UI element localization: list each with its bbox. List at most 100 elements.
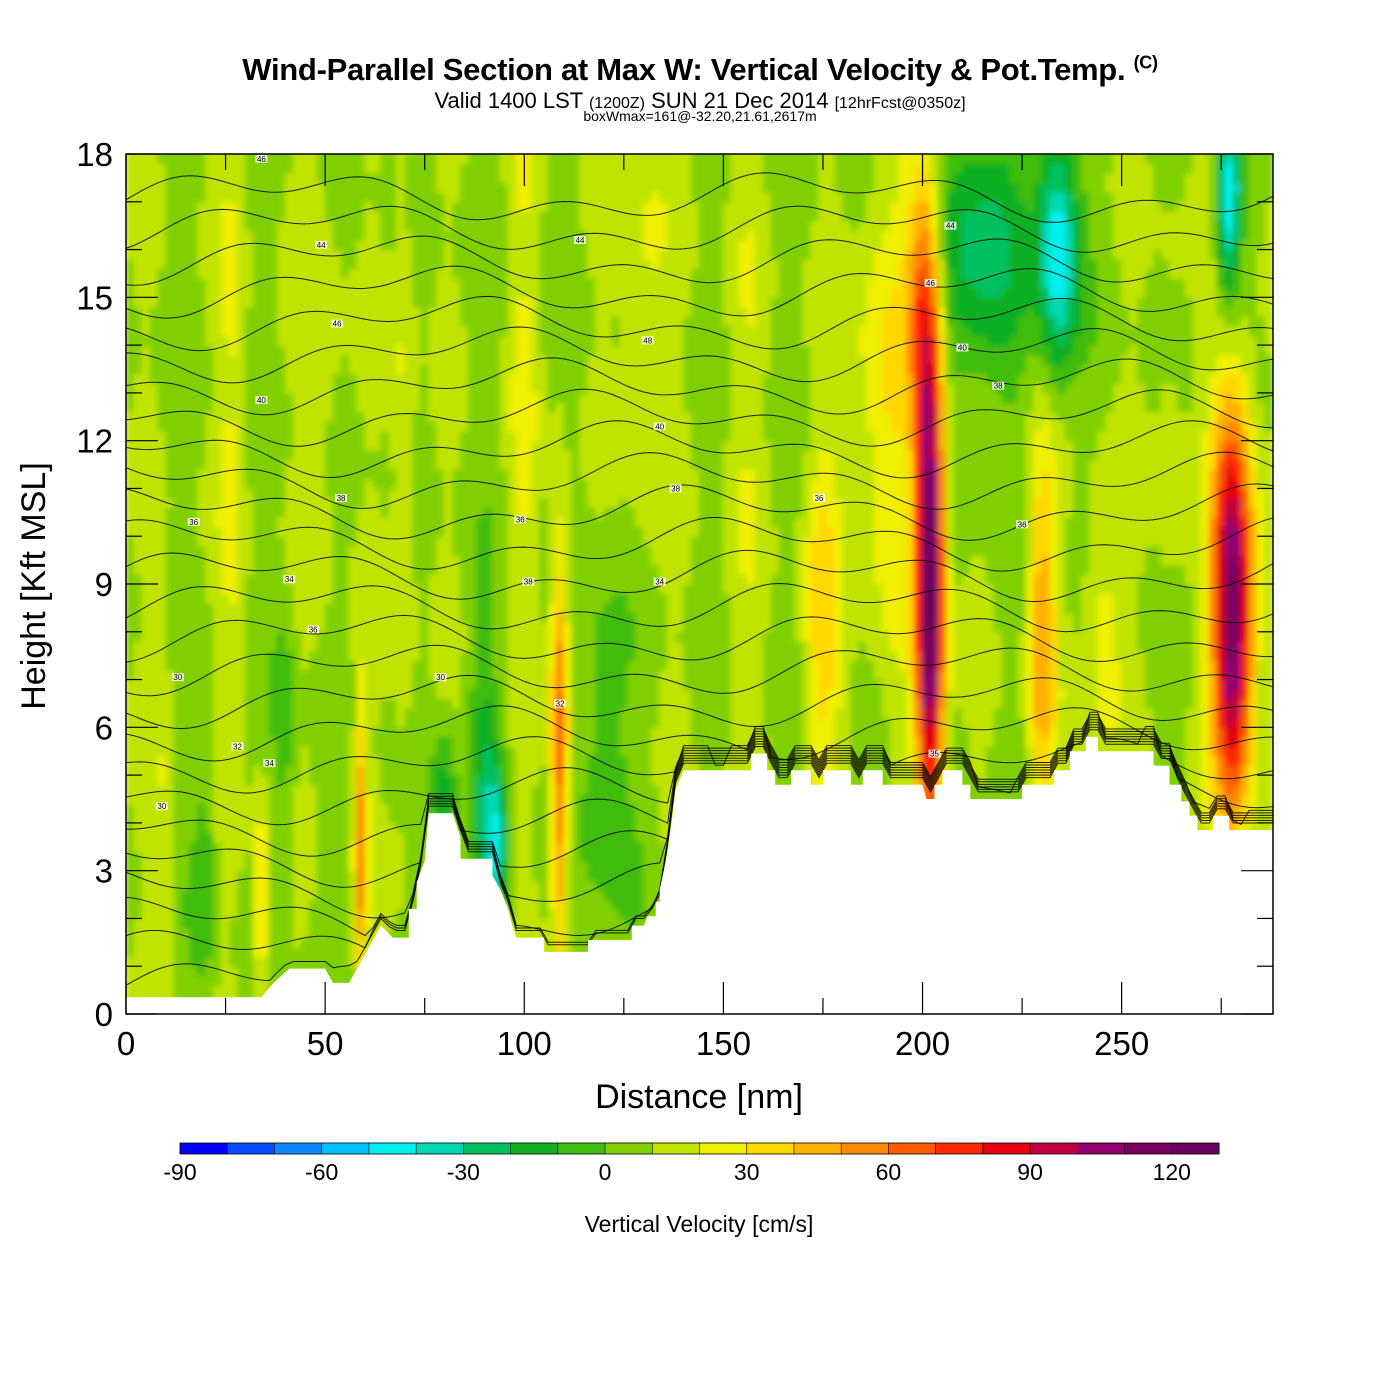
velocity-cell bbox=[372, 698, 382, 709]
velocity-cell bbox=[244, 822, 254, 833]
velocity-cell bbox=[452, 621, 462, 633]
velocity-cell bbox=[475, 717, 485, 728]
velocity-cell bbox=[133, 315, 143, 327]
velocity-cell bbox=[189, 229, 199, 241]
velocity-cell bbox=[412, 220, 422, 231]
velocity-cell bbox=[539, 449, 549, 461]
velocity-cell bbox=[523, 831, 533, 843]
velocity-cell bbox=[197, 803, 207, 814]
velocity-cell bbox=[452, 392, 462, 403]
velocity-cell bbox=[364, 583, 374, 595]
velocity-cell bbox=[404, 793, 414, 805]
velocity-cell bbox=[444, 335, 454, 346]
velocity-cell bbox=[523, 736, 533, 747]
velocity-cell bbox=[420, 631, 430, 642]
velocity-cell bbox=[197, 239, 207, 251]
velocity-cell bbox=[531, 239, 541, 251]
velocity-cell bbox=[284, 421, 294, 432]
velocity-cell bbox=[396, 229, 406, 241]
velocity-cell bbox=[229, 163, 239, 174]
velocity-cell bbox=[292, 210, 302, 222]
velocity-cell bbox=[205, 822, 215, 833]
velocity-cell bbox=[468, 526, 477, 537]
velocity-cell bbox=[491, 507, 501, 518]
velocity-cell bbox=[364, 421, 374, 432]
velocity-cell bbox=[356, 774, 366, 786]
velocity-cell bbox=[380, 478, 390, 489]
velocity-cell bbox=[380, 421, 390, 432]
velocity-cell bbox=[292, 822, 302, 833]
velocity-cell bbox=[157, 344, 167, 356]
velocity-cell bbox=[173, 917, 183, 929]
velocity-cell bbox=[491, 497, 501, 509]
velocity-cell bbox=[173, 392, 183, 403]
velocity-cell bbox=[547, 373, 557, 384]
velocity-cell bbox=[252, 354, 262, 365]
velocity-cell bbox=[205, 688, 215, 700]
velocity-cell bbox=[388, 669, 398, 681]
velocity-cell bbox=[396, 765, 406, 776]
velocity-cell bbox=[181, 220, 191, 231]
velocity-cell bbox=[372, 707, 382, 719]
velocity-cell bbox=[340, 726, 350, 738]
velocity-cell bbox=[396, 612, 406, 623]
velocity-cell bbox=[515, 220, 525, 231]
velocity-cell bbox=[460, 822, 470, 833]
velocity-cell bbox=[332, 258, 342, 270]
velocity-cell bbox=[380, 239, 390, 251]
velocity-cell bbox=[252, 946, 262, 958]
velocity-cell bbox=[126, 593, 135, 604]
velocity-cell bbox=[284, 344, 294, 356]
velocity-cell bbox=[133, 717, 143, 728]
velocity-cell bbox=[260, 583, 270, 595]
velocity-cell bbox=[276, 210, 286, 222]
velocity-cell bbox=[412, 201, 422, 212]
velocity-cell bbox=[483, 545, 493, 556]
velocity-cell bbox=[260, 659, 270, 671]
velocity-cell bbox=[452, 268, 462, 279]
velocity-cell bbox=[252, 335, 262, 346]
velocity-cell bbox=[412, 354, 422, 365]
velocity-cell bbox=[499, 373, 509, 384]
velocity-cell bbox=[213, 535, 223, 547]
velocity-cell bbox=[237, 287, 246, 298]
velocity-cell bbox=[475, 287, 485, 298]
velocity-cell bbox=[396, 745, 406, 757]
velocity-cell bbox=[205, 898, 215, 910]
velocity-cell bbox=[149, 726, 159, 738]
velocity-cell bbox=[213, 325, 223, 337]
velocity-cell bbox=[244, 220, 254, 231]
velocity-cell bbox=[547, 698, 557, 709]
velocity-cell bbox=[428, 421, 438, 432]
velocity-cell bbox=[189, 468, 199, 480]
velocity-cell bbox=[229, 937, 239, 948]
velocity-cell bbox=[149, 650, 159, 661]
velocity-cell bbox=[332, 296, 342, 308]
velocity-cell bbox=[412, 478, 422, 489]
velocity-cell bbox=[420, 421, 430, 432]
velocity-cell bbox=[324, 354, 334, 365]
velocity-cell bbox=[292, 650, 302, 661]
velocity-cell bbox=[491, 382, 501, 394]
velocity-cell bbox=[229, 535, 239, 547]
velocity-cell bbox=[340, 154, 350, 165]
velocity-cell bbox=[252, 191, 262, 203]
velocity-cell bbox=[268, 765, 278, 776]
velocity-cell bbox=[316, 679, 326, 690]
velocity-cell bbox=[539, 182, 549, 193]
velocity-cell bbox=[197, 306, 207, 317]
velocity-cell bbox=[189, 191, 199, 203]
velocity-cell bbox=[507, 154, 517, 155]
velocity-cell bbox=[332, 650, 342, 661]
velocity-cell bbox=[555, 822, 565, 833]
velocity-cell bbox=[141, 812, 151, 824]
velocity-cell bbox=[483, 602, 493, 614]
velocity-cell bbox=[189, 908, 199, 919]
velocity-cell bbox=[133, 335, 143, 346]
velocity-cell bbox=[300, 927, 310, 939]
velocity-cell bbox=[324, 325, 334, 337]
velocity-cell bbox=[531, 201, 541, 212]
velocity-cell bbox=[308, 784, 318, 795]
velocity-cell bbox=[126, 889, 135, 900]
velocity-cell bbox=[284, 631, 294, 642]
